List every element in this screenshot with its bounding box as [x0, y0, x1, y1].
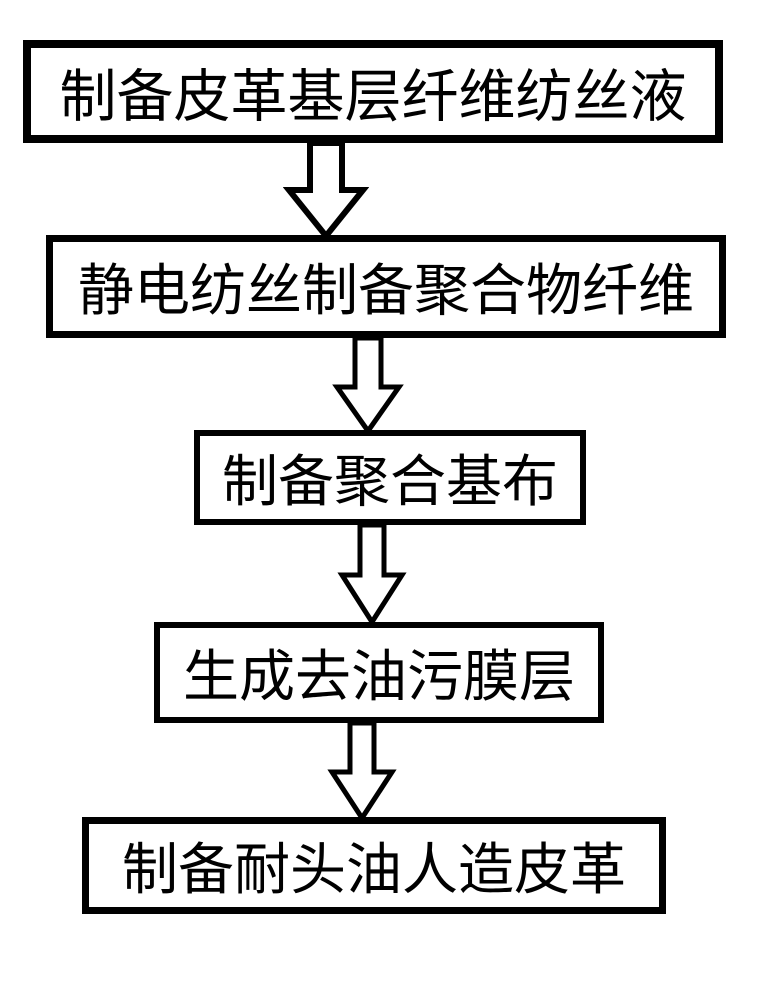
flowchart-node-4: 生成去油污膜层: [154, 622, 604, 723]
flowchart-container: 制备皮革基层纤维纺丝液 静电纺丝制备聚合物纤维 制备聚合基布 生成去油污膜层 制…: [0, 0, 765, 1000]
flowchart-node-5: 制备耐头油人造皮革: [82, 817, 666, 914]
flowchart-node-5-label: 制备耐头油人造皮革: [122, 825, 626, 906]
flowchart-node-3: 制备聚合基布: [194, 430, 586, 525]
flowchart-node-2: 静电纺丝制备聚合物纤维: [46, 235, 726, 338]
flowchart-arrow-4: [327, 723, 397, 823]
flowchart-node-1: 制备皮革基层纤维纺丝液: [23, 40, 723, 143]
flowchart-node-4-label: 生成去油污膜层: [183, 632, 575, 713]
flowchart-node-3-label: 制备聚合基布: [222, 437, 558, 518]
flowchart-node-1-label: 制备皮革基层纤维纺丝液: [60, 51, 687, 133]
flowchart-node-2-label: 静电纺丝制备聚合物纤维: [78, 246, 694, 327]
flowchart-arrow-3: [337, 525, 407, 627]
flowchart-arrow-2: [332, 338, 404, 436]
flowchart-arrow-1: [283, 143, 369, 242]
